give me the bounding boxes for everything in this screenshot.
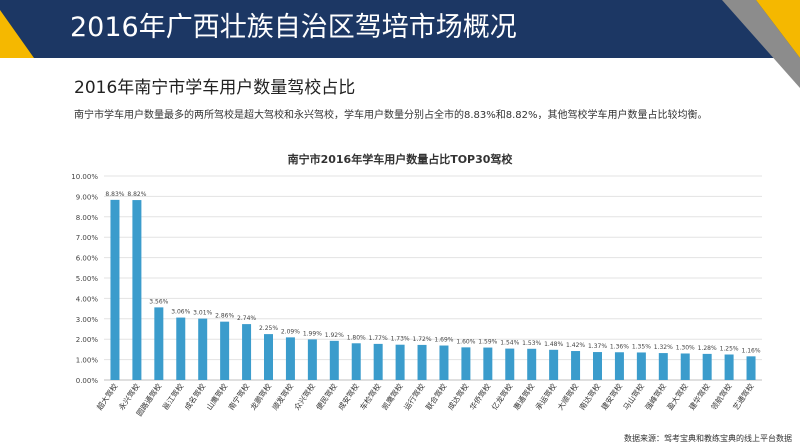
bar-value-label: 1.16% <box>742 347 761 354</box>
bar <box>176 317 186 380</box>
bar <box>636 352 646 380</box>
bar <box>154 307 164 380</box>
bar-value-label: 1.77% <box>369 335 388 342</box>
bar <box>505 348 515 380</box>
bar-value-label: 2.25% <box>259 325 278 332</box>
bar-value-label: 1.35% <box>632 343 651 350</box>
bar-value-label: 1.25% <box>720 346 739 353</box>
bar <box>307 339 317 380</box>
bar-value-label: 1.48% <box>544 341 563 348</box>
bar-value-label: 1.30% <box>676 344 695 351</box>
bar <box>373 343 383 380</box>
bar <box>329 340 339 380</box>
bar-value-label: 1.53% <box>522 340 541 347</box>
y-axis-ticks: 0.00% 1.00% 2.00% 3.00% 4.00% 5.00% 6.00% 7.00%… <box>71 173 98 385</box>
bar <box>593 352 602 380</box>
bar <box>680 353 690 380</box>
bars <box>110 199 756 380</box>
x-tick-label: 艺通驾校 <box>730 381 756 412</box>
bar-value-label: 1.92% <box>325 332 344 339</box>
gridlines <box>104 175 762 381</box>
bar-value-label: 1.80% <box>347 334 366 341</box>
bar-value-label: 8.83% <box>105 191 124 198</box>
bar <box>242 324 252 380</box>
bar <box>439 345 449 380</box>
bar <box>395 344 405 380</box>
bar <box>417 344 427 380</box>
y-tick-label: 3.00% <box>76 316 99 324</box>
bar-value-label: 8.82% <box>127 191 146 198</box>
bar-value-label: 1.59% <box>478 339 497 346</box>
bar <box>527 348 537 380</box>
bar-value-label: 2.74% <box>237 315 256 322</box>
bar-value-label: 1.37% <box>588 343 607 350</box>
y-tick-label: 2.00% <box>76 336 99 344</box>
bar <box>571 351 581 380</box>
bar-value-label: 2.86% <box>215 313 234 320</box>
y-tick-label: 0.00% <box>76 377 99 385</box>
y-tick-label: 4.00% <box>76 295 99 303</box>
bar <box>198 318 208 380</box>
y-tick-label: 5.00% <box>76 275 99 283</box>
bar-value-label: 1.54% <box>500 340 519 347</box>
bar <box>461 347 471 380</box>
bar-value-label: 1.28% <box>698 345 717 352</box>
x-axis-labels: 超大驾校永兴驾校圆路通驾校邕江驾校成名驾校山鹰驾校南宁驾校龙鹏驾校顺发驾校众兴驾… <box>94 381 756 418</box>
bar <box>702 353 712 380</box>
data-source-note: 数据来源：驾考宝典和教练宝典的线上平台数据 <box>624 434 792 443</box>
bar <box>285 337 295 380</box>
header-decoration <box>0 0 800 92</box>
bar-value-label: 1.60% <box>456 338 475 345</box>
bar <box>614 352 624 380</box>
y-tick-label: 9.00% <box>76 193 99 201</box>
bar-value-label: 2.09% <box>281 328 300 335</box>
bar <box>110 199 120 380</box>
page-header: 2016年广西壮族自治区驾培市场概况 <box>0 0 800 58</box>
bar <box>658 353 668 380</box>
bar <box>220 321 230 380</box>
bar <box>132 200 142 380</box>
bar <box>724 354 734 380</box>
page-title: 2016年广西壮族自治区驾培市场概况 <box>70 12 517 43</box>
section-description: 南宁市学车用户数量最多的两所驾校是超大驾校和永兴驾校，学车用户数量分别占全市的8… <box>74 110 708 121</box>
left-white-triangle <box>0 58 34 92</box>
bar <box>549 349 559 380</box>
bar-value-label: 3.56% <box>149 298 168 305</box>
bar-value-label: 1.73% <box>391 336 410 343</box>
bar-value-label: 1.72% <box>413 336 432 343</box>
bar-value-label: 1.42% <box>566 342 585 349</box>
bar-value-label: 1.99% <box>303 330 322 337</box>
bar-value-label: 1.32% <box>654 344 673 351</box>
right-white-wedge <box>686 58 800 88</box>
bar-chart: 南宁市2016年学车用户数量占比TOP30驾校 0.00% 1.00% 2.00% 3… <box>71 152 762 418</box>
right-yellow-triangle <box>756 0 800 58</box>
left-yellow-triangle <box>0 10 34 58</box>
bar-value-label: 1.69% <box>434 337 453 344</box>
right-gray-wedge <box>722 0 800 88</box>
value-labels: 8.83% 8.82% 3.56%3.06% 3.01% 2.86% 2.74%2.25%… <box>105 191 760 354</box>
y-tick-label: 6.00% <box>76 255 99 263</box>
bar <box>264 334 273 380</box>
y-tick-label: 10.00% <box>71 173 98 181</box>
bar <box>351 343 361 380</box>
bar <box>483 347 493 380</box>
chart-title: 南宁市2016年学车用户数量占比TOP30驾校 <box>288 152 514 166</box>
section-subtitle: 2016年南宁市学车用户数量驾校占比 <box>74 78 356 98</box>
y-tick-label: 7.00% <box>76 234 99 242</box>
bar-value-label: 3.06% <box>171 309 190 316</box>
bar-value-label: 1.36% <box>610 343 629 350</box>
y-tick-label: 1.00% <box>76 357 99 365</box>
bar <box>746 356 756 380</box>
y-tick-label: 8.00% <box>76 214 99 222</box>
bar-value-label: 3.01% <box>193 310 212 317</box>
